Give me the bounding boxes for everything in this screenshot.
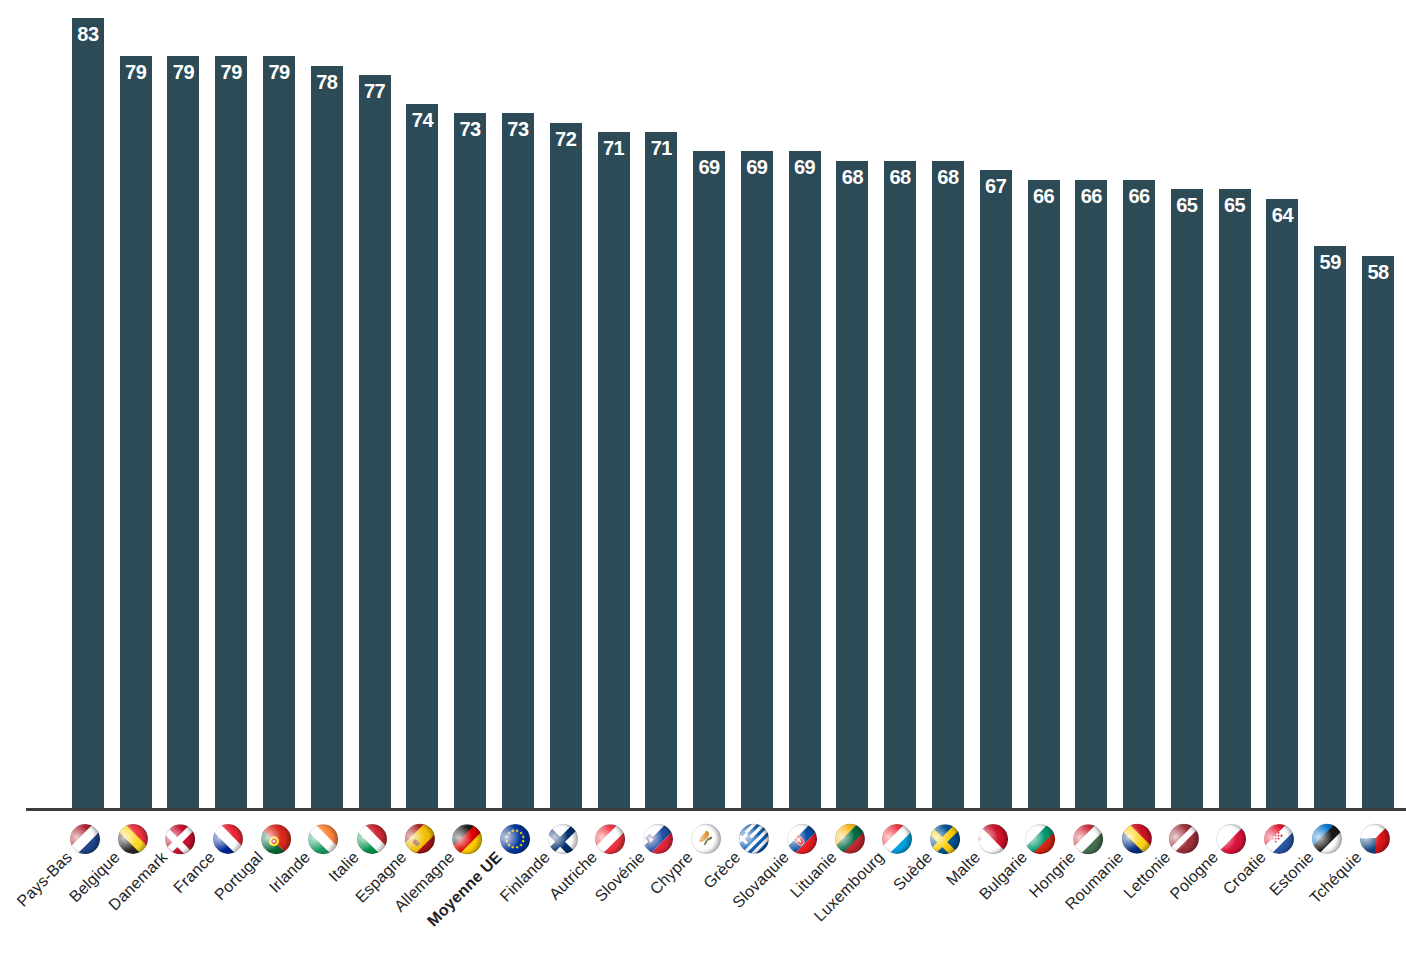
bar-finlande: 72 bbox=[550, 123, 582, 808]
bar-value-label: 68 bbox=[842, 167, 863, 187]
bar-value-label: 65 bbox=[1224, 195, 1245, 215]
bar-autriche: 71 bbox=[598, 132, 630, 808]
bar-france: 79 bbox=[215, 56, 247, 808]
bar-slovenie: 71 bbox=[645, 132, 677, 808]
bar-lituanie: 68 bbox=[836, 161, 868, 808]
bar-value-label: 71 bbox=[603, 138, 624, 158]
bar-value-label: 73 bbox=[459, 119, 480, 139]
country-label: Pays-Bas bbox=[13, 848, 75, 910]
bar-value-label: 79 bbox=[125, 62, 146, 82]
bar-suede: 68 bbox=[932, 161, 964, 808]
bar-slovaquie: 69 bbox=[789, 151, 821, 808]
bar-italie: 77 bbox=[359, 75, 391, 808]
flag-tchequie-icon bbox=[1354, 818, 1396, 860]
bar-estonie: 59 bbox=[1314, 246, 1346, 808]
bar-value-label: 77 bbox=[364, 81, 385, 101]
bar-danemark: 79 bbox=[167, 56, 199, 808]
bar-chypre: 69 bbox=[693, 151, 725, 808]
x-axis-line bbox=[26, 808, 1406, 811]
bar-value-label: 67 bbox=[985, 176, 1006, 196]
bar-pays-bas: 83 bbox=[72, 18, 104, 808]
bar-irlande: 78 bbox=[311, 66, 343, 808]
bar-value-label: 68 bbox=[889, 167, 910, 187]
bar-value-label: 66 bbox=[1033, 186, 1054, 206]
bar-belgique: 79 bbox=[120, 56, 152, 808]
bar-value-label: 66 bbox=[1128, 186, 1149, 206]
bar-value-label: 79 bbox=[268, 62, 289, 82]
bar-hongrie: 66 bbox=[1075, 180, 1107, 808]
bar-tchequie: 58 bbox=[1362, 256, 1394, 808]
bar-value-label: 69 bbox=[698, 157, 719, 177]
bar-value-label: 59 bbox=[1320, 252, 1341, 272]
bar-value-label: 73 bbox=[507, 119, 528, 139]
bar-croatie: 64 bbox=[1266, 199, 1298, 808]
bar-value-label: 64 bbox=[1272, 205, 1293, 225]
bar-espagne: 74 bbox=[406, 104, 438, 808]
bar-malte: 67 bbox=[980, 170, 1012, 808]
bar-value-label: 69 bbox=[794, 157, 815, 177]
bar-allemagne: 73 bbox=[454, 113, 486, 808]
bar-value-label: 79 bbox=[173, 62, 194, 82]
bar-value-label: 79 bbox=[221, 62, 242, 82]
bar-value-label: 58 bbox=[1367, 262, 1388, 282]
bar-moyenne-ue: 73 bbox=[502, 113, 534, 808]
bar-value-label: 69 bbox=[746, 157, 767, 177]
bar-chart: 83 79 79 79 79 78 77 74 73 73 72 71 71 69 69 69 68 68 68 67… bbox=[0, 0, 1406, 960]
bar-value-label: 78 bbox=[316, 72, 337, 92]
bar-value-label: 83 bbox=[77, 24, 98, 44]
bar-bulgarie: 66 bbox=[1028, 180, 1060, 808]
bar-value-label: 65 bbox=[1176, 195, 1197, 215]
bar-value-label: 72 bbox=[555, 129, 576, 149]
bar-value-label: 74 bbox=[412, 110, 433, 130]
bar-luxembourg: 68 bbox=[884, 161, 916, 808]
bar-value-label: 68 bbox=[937, 167, 958, 187]
bar-grece: 69 bbox=[741, 151, 773, 808]
bar-pologne: 65 bbox=[1219, 189, 1251, 808]
bar-value-label: 71 bbox=[651, 138, 672, 158]
bar-portugal: 79 bbox=[263, 56, 295, 808]
bar-value-label: 66 bbox=[1081, 186, 1102, 206]
bar-roumanie: 66 bbox=[1123, 180, 1155, 808]
bar-lettonie: 65 bbox=[1171, 189, 1203, 808]
